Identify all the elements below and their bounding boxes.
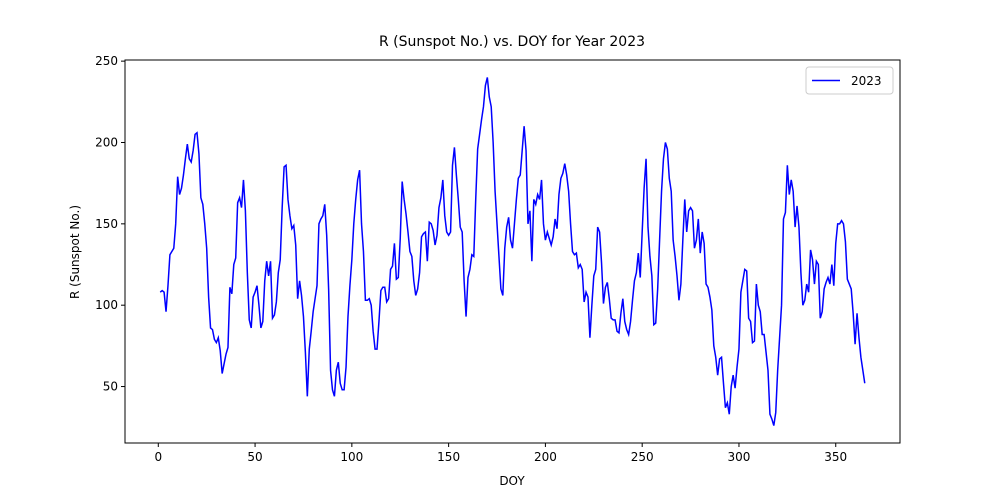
plot-frame	[124, 59, 901, 444]
legend-box	[805, 66, 894, 95]
y-tick-label: 150	[95, 217, 118, 231]
y-tick-label: 200	[95, 135, 118, 149]
x-tick-label: 150	[437, 450, 460, 464]
x-tick-label: 300	[728, 450, 751, 464]
x-tick-label: 100	[340, 450, 363, 464]
legend-label: 2023	[851, 74, 882, 88]
x-tick-label: 0	[154, 450, 162, 464]
chart-title: R (Sunspot No.) vs. DOY for Year 2023	[379, 34, 645, 50]
x-tick-label: 250	[631, 450, 654, 464]
data-line	[159, 77, 866, 426]
x-axis-label: DOY	[499, 474, 525, 488]
x-tick-label: 350	[824, 450, 847, 464]
x-tick-label: 50	[247, 450, 262, 464]
x-tick-label: 200	[534, 450, 557, 464]
y-tick-label: 100	[95, 298, 118, 312]
y-tick-label: 50	[103, 380, 118, 394]
y-axis-label: R (Sunspot No.)	[68, 205, 82, 299]
y-tick-label: 250	[95, 54, 118, 68]
